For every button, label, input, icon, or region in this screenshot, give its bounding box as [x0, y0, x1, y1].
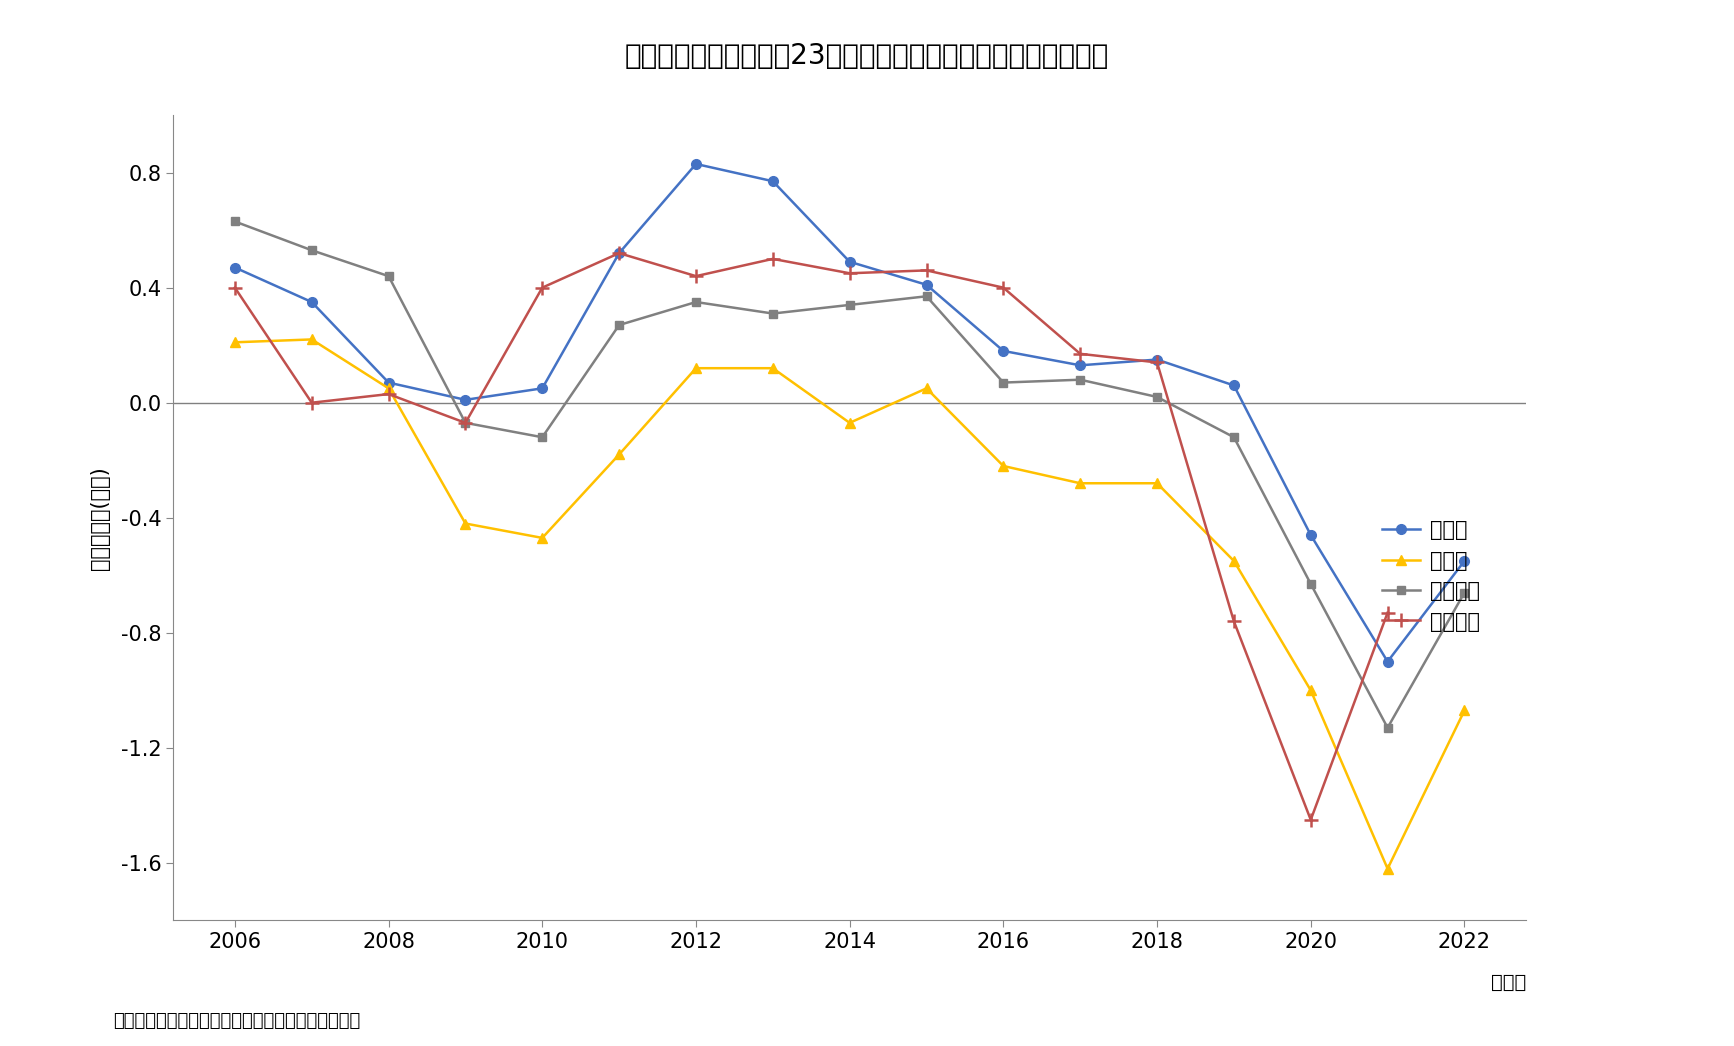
神奈川県 [1224, 615, 1245, 628]
埼玉県 [685, 362, 706, 374]
Line: 埼玉県: 埼玉県 [231, 335, 1469, 873]
東京都下 [994, 377, 1014, 389]
千葉県 [454, 393, 475, 406]
Line: 千葉県: 千葉県 [231, 159, 1469, 666]
千葉県 [1146, 354, 1167, 366]
埼玉県 [1146, 477, 1167, 490]
Text: 出所：総務省統計局「住民基本台帳人口移動報告」: 出所：総務省統計局「住民基本台帳人口移動報告」 [113, 1013, 361, 1030]
神奈川県 [609, 247, 629, 259]
千葉県 [378, 377, 399, 389]
Line: 東京都下: 東京都下 [231, 218, 1469, 732]
東京都下 [839, 298, 860, 311]
東京都下 [302, 244, 323, 256]
神奈川県 [1146, 356, 1167, 369]
東京都下 [609, 319, 629, 332]
神奈川県 [532, 281, 553, 294]
千葉県 [609, 247, 629, 259]
Legend: 千葉県, 埼玉県, 東京都下, 神奈川県: 千葉県, 埼玉県, 東京都下, 神奈川県 [1373, 513, 1488, 640]
千葉県 [916, 278, 936, 291]
千葉県 [224, 262, 244, 274]
埼玉県 [302, 333, 323, 345]
東京都下 [532, 431, 553, 444]
埼玉県 [1300, 684, 1321, 697]
Line: 神奈川県: 神奈川県 [227, 246, 1394, 826]
神奈川県 [1300, 814, 1321, 826]
神奈川県 [378, 388, 399, 401]
東京都下 [1300, 577, 1321, 590]
埼玉県 [454, 517, 475, 529]
埼玉県 [994, 460, 1014, 473]
神奈川県 [994, 281, 1014, 294]
東京都下 [1224, 431, 1245, 444]
千葉県 [1377, 655, 1398, 668]
神奈川県 [1377, 607, 1398, 619]
千葉県 [1300, 528, 1321, 542]
千葉県 [763, 175, 784, 187]
東京都下 [1455, 586, 1476, 598]
東京都下 [454, 416, 475, 429]
東京都下 [1146, 390, 1167, 403]
千葉県 [839, 255, 860, 268]
埼玉県 [224, 336, 244, 348]
神奈川県 [454, 416, 475, 429]
埼玉県 [1377, 862, 1398, 874]
埼玉県 [916, 382, 936, 394]
神奈川県 [839, 267, 860, 279]
神奈川県 [302, 396, 323, 409]
東京都下 [763, 308, 784, 320]
神奈川県 [916, 264, 936, 276]
東京都下 [685, 296, 706, 309]
Text: （年）: （年） [1491, 973, 1526, 993]
千葉県 [532, 382, 553, 394]
千葉県 [685, 158, 706, 170]
神奈川県 [224, 281, 244, 294]
東京都下 [1070, 373, 1091, 386]
東京都下 [378, 270, 399, 282]
埼玉県 [839, 416, 860, 429]
東京都下 [916, 290, 936, 302]
埼玉県 [763, 362, 784, 374]
埼玉県 [378, 382, 399, 394]
埼玉県 [1224, 554, 1245, 567]
神奈川県 [1070, 347, 1091, 360]
Text: 図８　周辺部から東京23区への転入超過数（転出元別、年次）: 図８ 周辺部から東京23区への転入超過数（転出元別、年次） [624, 42, 1110, 70]
千葉県 [994, 344, 1014, 357]
神奈川県 [763, 252, 784, 265]
埼玉県 [1070, 477, 1091, 490]
千葉県 [302, 296, 323, 309]
東京都下 [1377, 722, 1398, 734]
東京都下 [224, 215, 244, 228]
千葉県 [1224, 379, 1245, 391]
Y-axis label: 転入超過数(万人): 転入超過数(万人) [90, 465, 109, 570]
埼玉県 [532, 531, 553, 544]
埼玉県 [609, 448, 629, 460]
埼玉県 [1455, 704, 1476, 717]
神奈川県 [685, 270, 706, 282]
千葉県 [1070, 359, 1091, 371]
千葉県 [1455, 554, 1476, 567]
